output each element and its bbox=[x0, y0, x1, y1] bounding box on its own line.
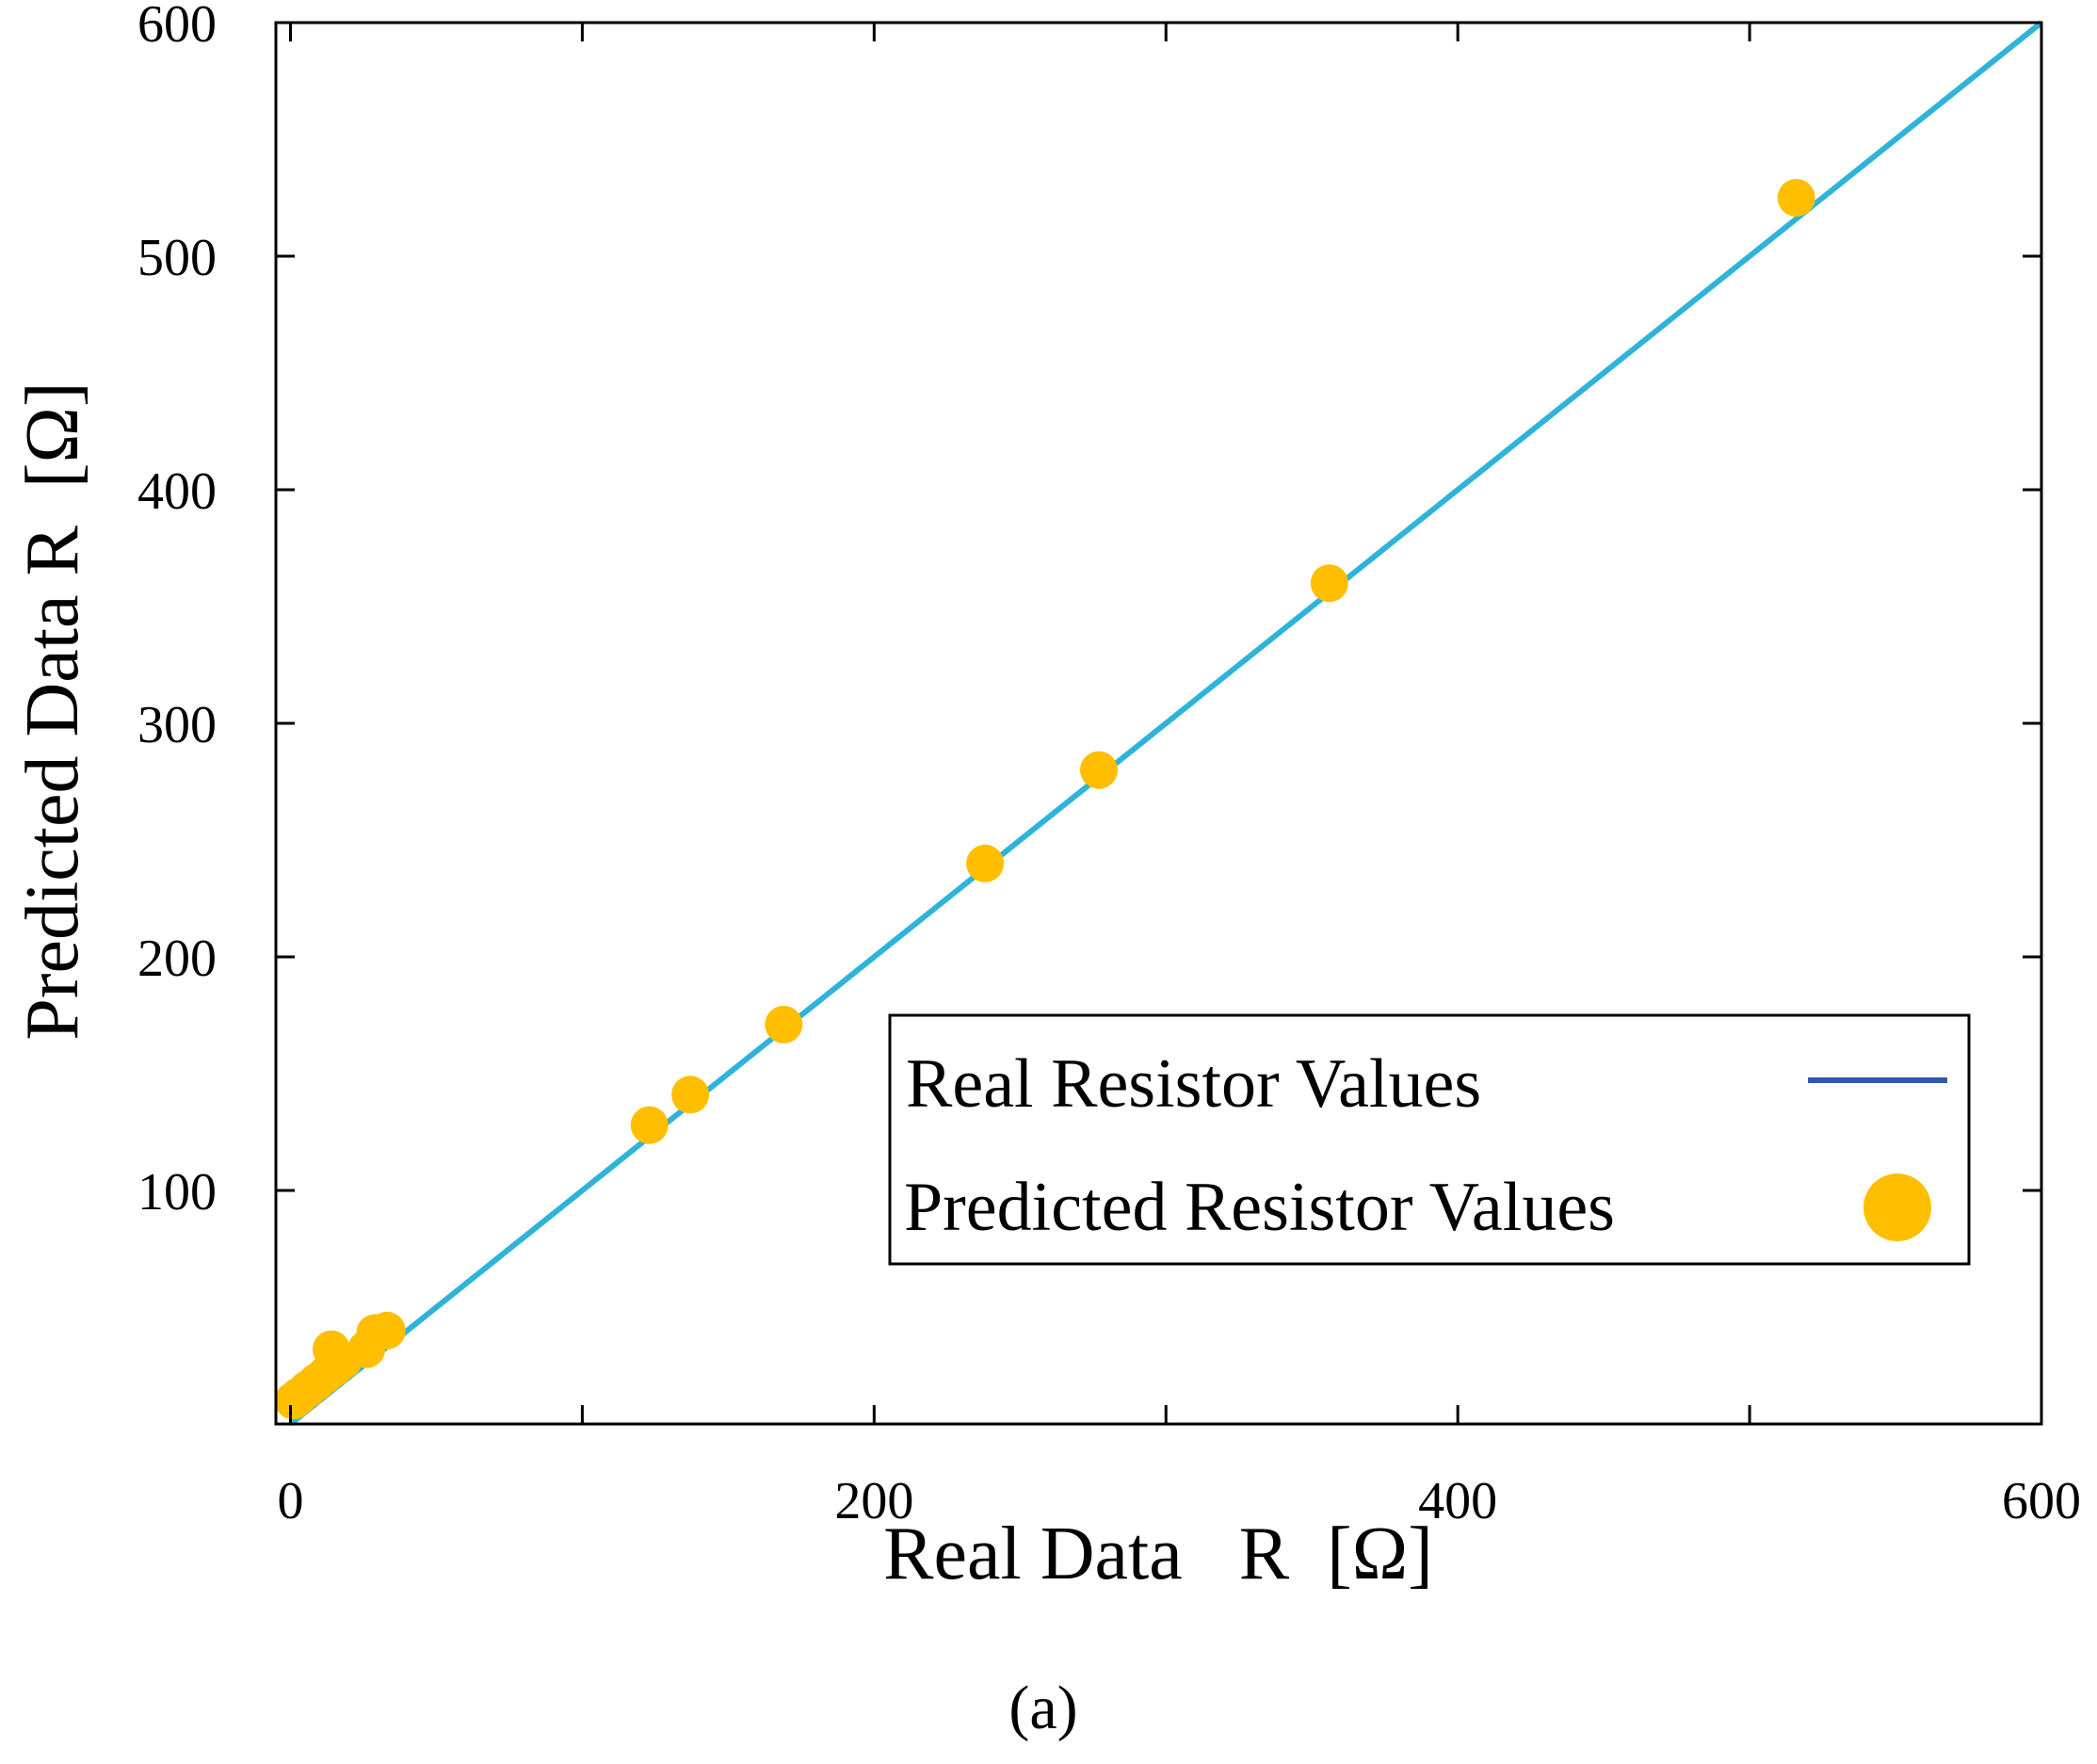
data-point-12 bbox=[671, 1076, 710, 1114]
y-tick-label-400: 400 bbox=[137, 462, 217, 521]
series-line-real-resistor-values bbox=[288, 20, 2043, 1427]
x-axis-title: Real Data R [Ω] bbox=[883, 1513, 1433, 1595]
y-axis-title: Predicted Data R [Ω] bbox=[11, 381, 94, 1040]
data-point-14 bbox=[966, 844, 1005, 882]
data-point-7 bbox=[312, 1330, 350, 1368]
series-line-layer bbox=[288, 20, 2043, 1427]
legend-dot-swatch bbox=[1863, 1173, 1931, 1241]
data-point-17 bbox=[1777, 179, 1815, 217]
legend-box bbox=[888, 1013, 1971, 1266]
legend: Real Resistor Values Predicted Resistor … bbox=[888, 1013, 1971, 1266]
y-tick-label-500: 500 bbox=[137, 229, 217, 287]
y-tick-label-300: 300 bbox=[137, 696, 217, 754]
y-tick-label-600: 600 bbox=[137, 0, 217, 54]
x-tick-label-400: 400 bbox=[1418, 1472, 1497, 1530]
x-tick-label-200: 200 bbox=[834, 1472, 913, 1530]
data-point-13 bbox=[765, 1005, 803, 1044]
legend-label-real: Real Resistor Values bbox=[906, 1045, 1481, 1123]
y-tick-label-100: 100 bbox=[137, 1163, 217, 1222]
data-point-16 bbox=[1310, 564, 1348, 603]
data-point-15 bbox=[1080, 751, 1118, 789]
panel-label: (a) bbox=[1008, 1674, 1077, 1742]
y-tick-label-200: 200 bbox=[137, 930, 217, 988]
data-point-11 bbox=[630, 1106, 669, 1144]
x-tick-label-0: 0 bbox=[277, 1472, 303, 1530]
series-points-layer bbox=[274, 179, 1815, 1420]
x-tick-label-600: 600 bbox=[2002, 1472, 2081, 1530]
ticks-layer: 0 200 400 600 100 200 300 400 500 600 bbox=[137, 0, 2081, 1530]
legend-label-predicted: Predicted Resistor Values bbox=[904, 1169, 1615, 1246]
data-point-10 bbox=[367, 1311, 406, 1350]
